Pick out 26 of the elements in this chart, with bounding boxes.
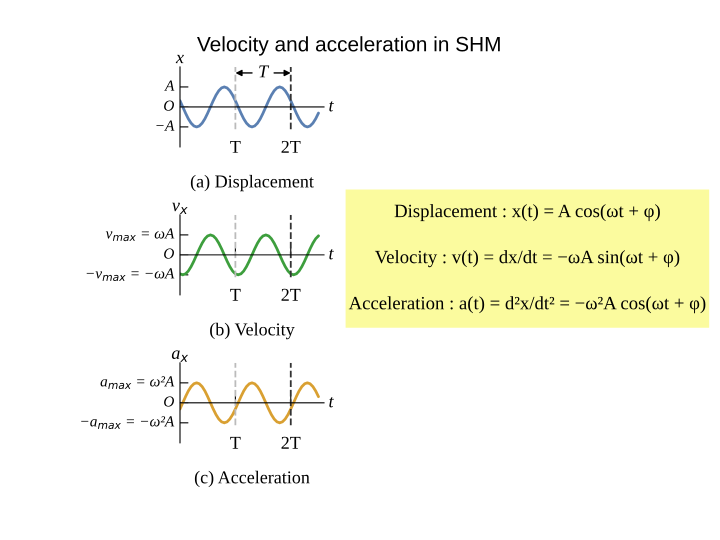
text: A bbox=[164, 80, 174, 91]
text: a$_{max}$ = ω²A bbox=[100, 376, 174, 390]
y-axis-title: a$_{x}$ bbox=[172, 350, 188, 362]
text: T bbox=[259, 65, 270, 78]
x-axis-title: t bbox=[329, 249, 334, 260]
x-axis-title: t bbox=[329, 101, 334, 112]
text: (a) Displacement bbox=[190, 174, 314, 192]
text: O bbox=[164, 248, 174, 259]
y-axis-title: x bbox=[176, 54, 184, 64]
text: −A bbox=[156, 120, 174, 131]
text: O bbox=[164, 100, 174, 111]
text: Displacement : x(t) = A cos(ωt + φ) bbox=[394, 204, 660, 222]
text: −v$_{max}$ = −ωA bbox=[86, 268, 174, 282]
x-axis-title: t bbox=[329, 397, 334, 408]
text: −a$_{max}$ = −ω²A bbox=[81, 416, 174, 429]
text: (c) Acceleration bbox=[194, 470, 310, 488]
text: v$_{max}$ = ωA bbox=[106, 228, 174, 242]
text: Velocity : v(t) = dx/dt = −ωA sin(ωt + φ) bbox=[374, 250, 680, 268]
text: (b) Velocity bbox=[210, 322, 295, 340]
chart-title: Velocity and acceleration in SHM bbox=[197, 36, 500, 56]
text: O bbox=[164, 396, 174, 407]
text: Acceleration : a(t) = d²x/dt² = −ω²A cos(ωt + φ) bbox=[348, 296, 706, 314]
y-axis-title: v$_{x}$ bbox=[172, 202, 188, 214]
x-tick-label: 2T bbox=[282, 288, 300, 301]
x-tick-label: 2T bbox=[282, 140, 300, 153]
x-tick-label: 2T bbox=[282, 436, 300, 449]
